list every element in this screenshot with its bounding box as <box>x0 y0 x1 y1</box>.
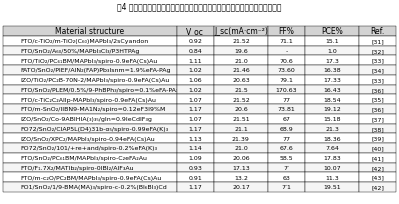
Title: 表4 富勒烯材料修饰金属氧化物电子传输层和钙钛矿层界面对应电池的性能参数: 表4 富勒烯材料修饰金属氧化物电子传输层和钙钛矿层界面对应电池的性能参数 <box>117 3 282 12</box>
